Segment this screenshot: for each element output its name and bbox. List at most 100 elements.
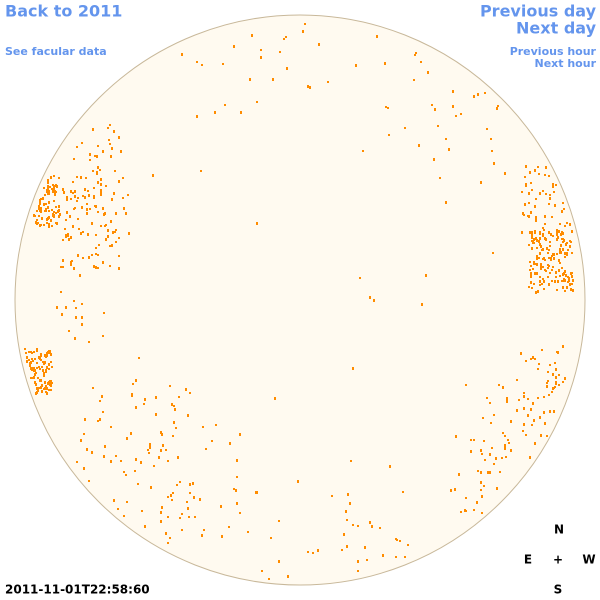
- spot: [62, 266, 64, 268]
- spot: [54, 193, 56, 196]
- spot: [362, 150, 364, 152]
- spot: [535, 219, 537, 222]
- spot: [41, 217, 43, 220]
- spot: [562, 345, 564, 348]
- spot: [236, 459, 238, 462]
- spot: [530, 275, 532, 278]
- spot: [170, 494, 172, 497]
- spot: [481, 453, 483, 455]
- spot: [115, 455, 117, 457]
- spot: [89, 153, 91, 156]
- spot: [476, 501, 478, 504]
- spot: [118, 255, 120, 257]
- spot: [542, 266, 544, 268]
- spot: [357, 525, 359, 527]
- spot: [343, 533, 345, 536]
- spot: [523, 423, 525, 426]
- spot: [371, 525, 373, 528]
- spot: [59, 213, 61, 216]
- spot: [552, 373, 554, 376]
- spot: [96, 171, 98, 174]
- spot: [521, 231, 523, 234]
- spot: [552, 387, 554, 390]
- spot: [561, 267, 563, 269]
- spot: [421, 303, 423, 306]
- spot: [539, 280, 541, 282]
- timestamp: 2011-11-01T22:58:60: [5, 583, 150, 597]
- spot: [527, 398, 529, 400]
- spot: [486, 128, 488, 130]
- spot: [228, 526, 230, 528]
- spot: [193, 496, 195, 499]
- spot: [538, 240, 540, 243]
- spot: [55, 222, 57, 224]
- spot: [185, 388, 187, 391]
- spot: [52, 190, 54, 193]
- spot: [105, 185, 107, 187]
- spot: [28, 351, 30, 353]
- spot: [81, 316, 83, 319]
- spot: [570, 288, 572, 291]
- facular-link[interactable]: See facular data: [5, 45, 107, 58]
- spot: [102, 335, 104, 337]
- spot: [528, 244, 530, 246]
- next-day-link[interactable]: Next day: [516, 19, 597, 38]
- spot: [98, 244, 100, 246]
- spot: [88, 480, 90, 482]
- spot: [502, 386, 504, 389]
- spot: [53, 200, 55, 202]
- spot: [41, 384, 43, 387]
- spot: [43, 187, 45, 189]
- spot: [48, 389, 50, 391]
- spot: [160, 520, 162, 523]
- spot: [192, 482, 194, 485]
- spot: [173, 405, 175, 407]
- spot: [33, 376, 35, 379]
- spot: [95, 247, 97, 249]
- previous-hour-link[interactable]: Previous hour: [510, 45, 597, 58]
- spot: [115, 241, 117, 243]
- spot: [256, 222, 258, 225]
- spot: [141, 510, 143, 512]
- spot: [36, 362, 38, 364]
- spot: [50, 219, 52, 222]
- spot: [477, 93, 479, 96]
- spot: [134, 470, 136, 472]
- spot: [287, 575, 289, 578]
- spot: [414, 54, 416, 56]
- spot: [42, 197, 44, 200]
- spot: [534, 238, 536, 240]
- spot: [312, 552, 314, 554]
- spot: [177, 456, 179, 459]
- spot: [34, 358, 36, 360]
- spot: [551, 391, 553, 393]
- spot: [100, 178, 102, 181]
- spot: [74, 207, 76, 209]
- spot: [167, 516, 169, 518]
- spot: [102, 207, 104, 210]
- spot: [38, 205, 40, 207]
- spot: [239, 512, 241, 514]
- spot: [563, 239, 565, 242]
- spot: [480, 489, 482, 491]
- spot: [278, 560, 280, 563]
- next-hour-link[interactable]: Next hour: [535, 57, 597, 70]
- spot: [565, 243, 567, 246]
- spot: [110, 426, 112, 428]
- spot: [551, 269, 553, 271]
- spot: [125, 474, 127, 476]
- spot: [559, 262, 561, 264]
- previous-day-link[interactable]: Previous day: [480, 2, 597, 21]
- spot: [78, 228, 80, 230]
- spot: [32, 367, 34, 370]
- spot: [84, 418, 86, 421]
- spot: [531, 247, 533, 250]
- spot: [94, 155, 96, 157]
- spot: [62, 239, 64, 241]
- spot: [554, 204, 556, 207]
- spot: [460, 511, 462, 513]
- back-link[interactable]: Back to 2011: [5, 2, 122, 21]
- spot: [543, 288, 545, 290]
- spot: [36, 367, 38, 369]
- spot: [46, 218, 48, 221]
